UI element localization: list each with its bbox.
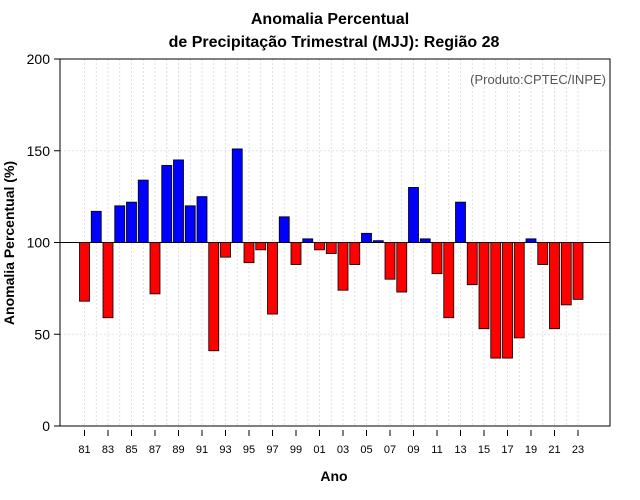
bar-14	[466, 242, 478, 286]
y-tick-label: 0	[42, 418, 50, 434]
x-tick-label: 05	[360, 444, 372, 456]
x-tick-label: 19	[525, 444, 537, 456]
x-tick-label: 93	[219, 444, 231, 456]
bar-94	[231, 148, 243, 243]
x-tick-label: 15	[478, 444, 490, 456]
bar-23	[572, 242, 584, 300]
bar-21	[549, 242, 560, 330]
x-tick-label: 11	[431, 444, 442, 456]
bar-22	[560, 242, 572, 306]
x-tick-label: 07	[384, 444, 396, 456]
bar-95	[243, 242, 255, 264]
bar-05	[361, 232, 372, 243]
y-tick-label: 200	[27, 51, 51, 67]
chart-title-line2: de Precipitação Trimestral (MJJ): Região…	[169, 34, 500, 51]
bar-99	[290, 242, 302, 265]
x-tick-label: 81	[78, 444, 90, 456]
x-tick-label: 91	[196, 444, 208, 456]
bars	[79, 148, 584, 359]
x-tick-label: 95	[243, 444, 255, 456]
bar-00	[302, 238, 314, 243]
bar-88	[161, 165, 173, 243]
bar-10	[419, 238, 431, 243]
x-tick-label: 87	[149, 444, 161, 456]
bar-12	[443, 242, 455, 319]
grid	[60, 58, 610, 427]
bar-16	[490, 242, 502, 359]
bar-86	[137, 179, 149, 243]
x-tick-label: 85	[125, 444, 137, 456]
bar-08	[396, 242, 408, 293]
bar-92	[208, 242, 220, 352]
x-tick-label: 21	[548, 444, 560, 456]
source-annotation: (Produto:CPTEC/INPE)	[470, 72, 606, 87]
bar-18	[513, 242, 525, 339]
chart-title-line1: Anomalia Percentual	[251, 11, 409, 28]
y-tick-label: 100	[27, 235, 51, 251]
x-tick-label: 97	[266, 444, 278, 456]
bar-83	[102, 242, 114, 319]
y-axis: 0 50 100 150 200	[27, 51, 60, 434]
bar-85	[126, 201, 137, 243]
x-tick-label: 03	[337, 444, 349, 456]
bar-87	[149, 242, 161, 295]
bar-09	[408, 187, 419, 243]
bar-01	[314, 242, 325, 251]
x-tick-label: 09	[407, 444, 419, 456]
bar-07	[384, 242, 396, 280]
bar-93	[220, 242, 231, 258]
bar-04	[349, 242, 361, 265]
x-tick-label: 17	[501, 444, 513, 456]
bar-84	[114, 205, 126, 243]
bar-89	[173, 159, 184, 243]
bar-11	[431, 242, 443, 275]
x-tick-label: 99	[290, 444, 302, 456]
y-axis-label: Anomalia Percentual (%)	[1, 161, 17, 325]
bar-96	[255, 242, 267, 251]
bar-19	[525, 238, 537, 243]
bar-91	[196, 196, 208, 243]
x-tick-label: 89	[172, 444, 184, 456]
bar-98	[278, 216, 290, 243]
bar-03	[337, 242, 349, 291]
bar-81	[79, 242, 90, 302]
bar-20	[537, 242, 549, 265]
bar-97	[267, 242, 278, 315]
x-axis-label: Ano	[320, 468, 347, 484]
bar-02	[325, 242, 337, 254]
x-tick-label: 13	[454, 444, 466, 456]
bar-82	[90, 210, 102, 243]
bar-15	[478, 242, 490, 330]
x-tick-label: 23	[572, 444, 584, 456]
x-axis: 81 83 85 87 89 91 93 95 97 99 01 03 05 07 09 11 13 15 17 19…	[78, 430, 584, 456]
x-tick-label: 01	[313, 444, 325, 456]
bar-17	[502, 242, 513, 359]
y-tick-label: 50	[34, 326, 50, 342]
y-tick-label: 150	[27, 143, 51, 159]
x-tick-label: 83	[102, 444, 114, 456]
bar-06	[372, 240, 384, 243]
bar-90	[184, 205, 196, 243]
bar-13	[455, 201, 466, 243]
